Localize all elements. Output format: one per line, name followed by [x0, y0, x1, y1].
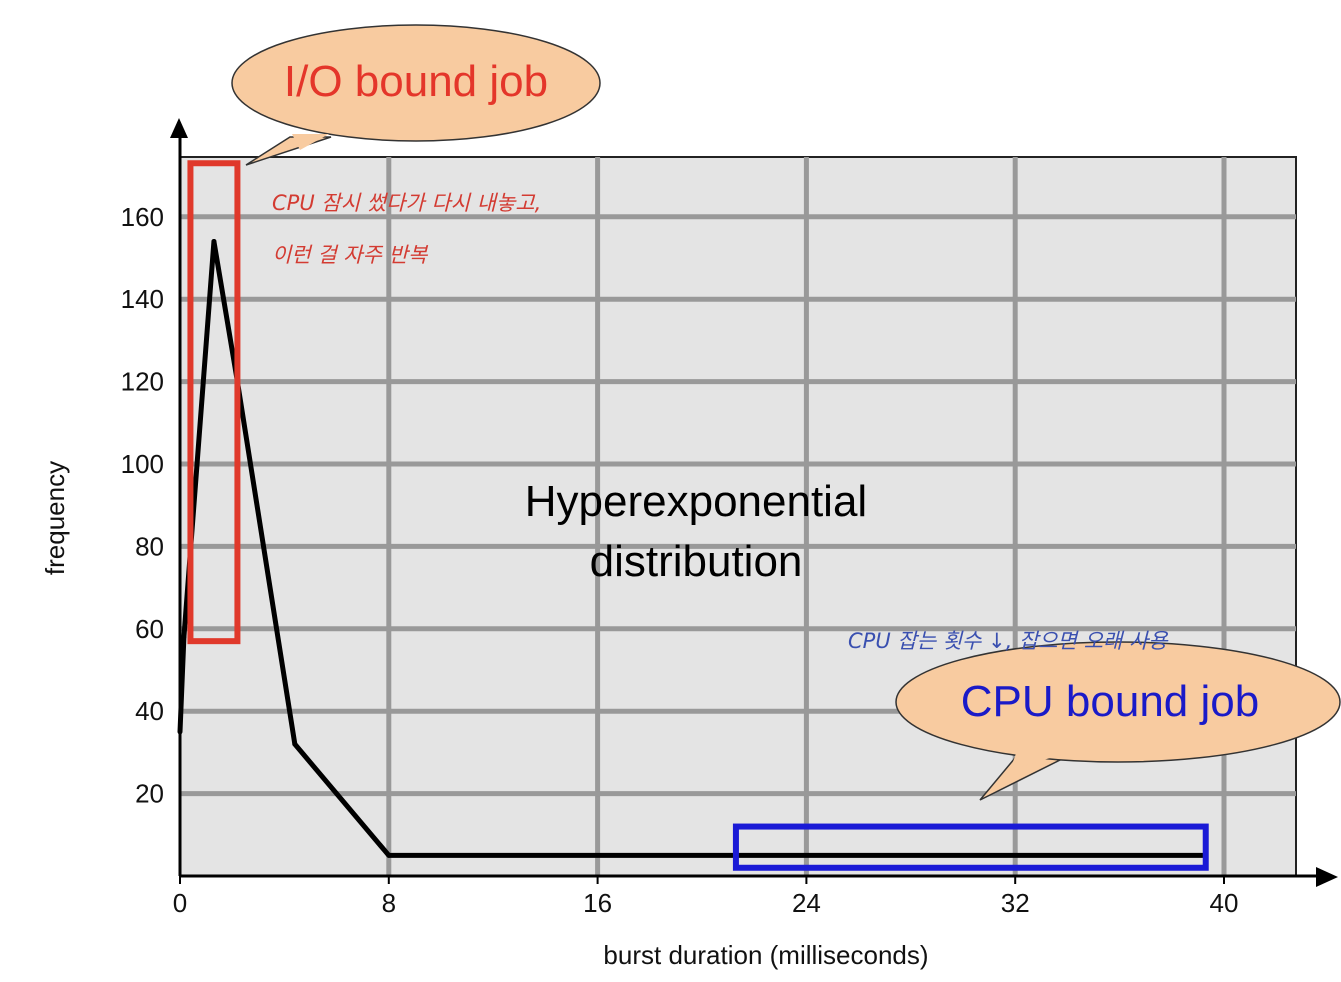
io-bound-bubble-joint	[292, 134, 329, 150]
io-bound-label: I/O bound job	[284, 57, 548, 106]
x-tick-label-8: 8	[382, 888, 396, 918]
io-handwritten-note-line-1: CPU 잠시 썼다가 다시 내놓고,	[272, 191, 541, 215]
highlight-boxes	[187, 160, 1209, 871]
center-annotation-line-2: distribution	[590, 537, 803, 586]
x-tick-label-40: 40	[1210, 888, 1239, 918]
data-point-0-2	[211, 239, 217, 245]
y-tick-label-140: 140	[121, 284, 164, 314]
cpu-bound-bubble-ellipse	[895, 641, 1341, 763]
cpu-bound-callout: CPU bound job	[895, 641, 1341, 801]
y-tick-label-20: 20	[135, 779, 164, 809]
y-tick-label-40: 40	[135, 696, 164, 726]
tick-labels: 0 8 16 24 32 40 20 40 60 80 100 120 140 160	[121, 202, 1239, 918]
data-point-0-4	[292, 741, 298, 747]
axes	[170, 118, 1338, 887]
io-bound-highlight-box	[187, 160, 241, 645]
data-point-0-0	[177, 729, 183, 735]
y-axis-arrowhead	[170, 118, 188, 138]
x-tick-label-0: 0	[173, 888, 187, 918]
y-tick-label-160: 160	[121, 202, 164, 232]
io-handwritten-note-line-2: 이런 걸 자주 반복	[272, 243, 429, 267]
y-tick-label-60: 60	[135, 614, 164, 644]
y-tick-label-80: 80	[135, 531, 164, 561]
cpu-bound-label: CPU bound job	[961, 677, 1259, 726]
cpu-bound-highlight-box	[732, 823, 1209, 871]
y-axis-title: frequency	[40, 461, 70, 575]
x-axis-arrowhead	[1316, 867, 1338, 887]
io-bound-bubble-ellipse	[231, 24, 601, 142]
x-tick-label-24: 24	[792, 888, 821, 918]
y-tick-label-120: 120	[121, 367, 164, 397]
data-point-0-5	[386, 852, 392, 858]
center-annotation-line-1: Hyperexponential	[525, 477, 867, 526]
x-axis-title: burst duration (milliseconds)	[603, 940, 928, 970]
cpu-bound-bubble-joint	[1010, 748, 1070, 770]
cpu-handwritten-note: CPU 잡는 횟수 ↓, 잡으면 오래 사용	[848, 629, 1169, 653]
x-tick-label-16: 16	[583, 888, 612, 918]
x-tick-label-32: 32	[1001, 888, 1030, 918]
data-point-0-1	[181, 634, 187, 640]
io-bound-callout: I/O bound job	[231, 24, 601, 166]
y-tick-label-100: 100	[121, 449, 164, 479]
